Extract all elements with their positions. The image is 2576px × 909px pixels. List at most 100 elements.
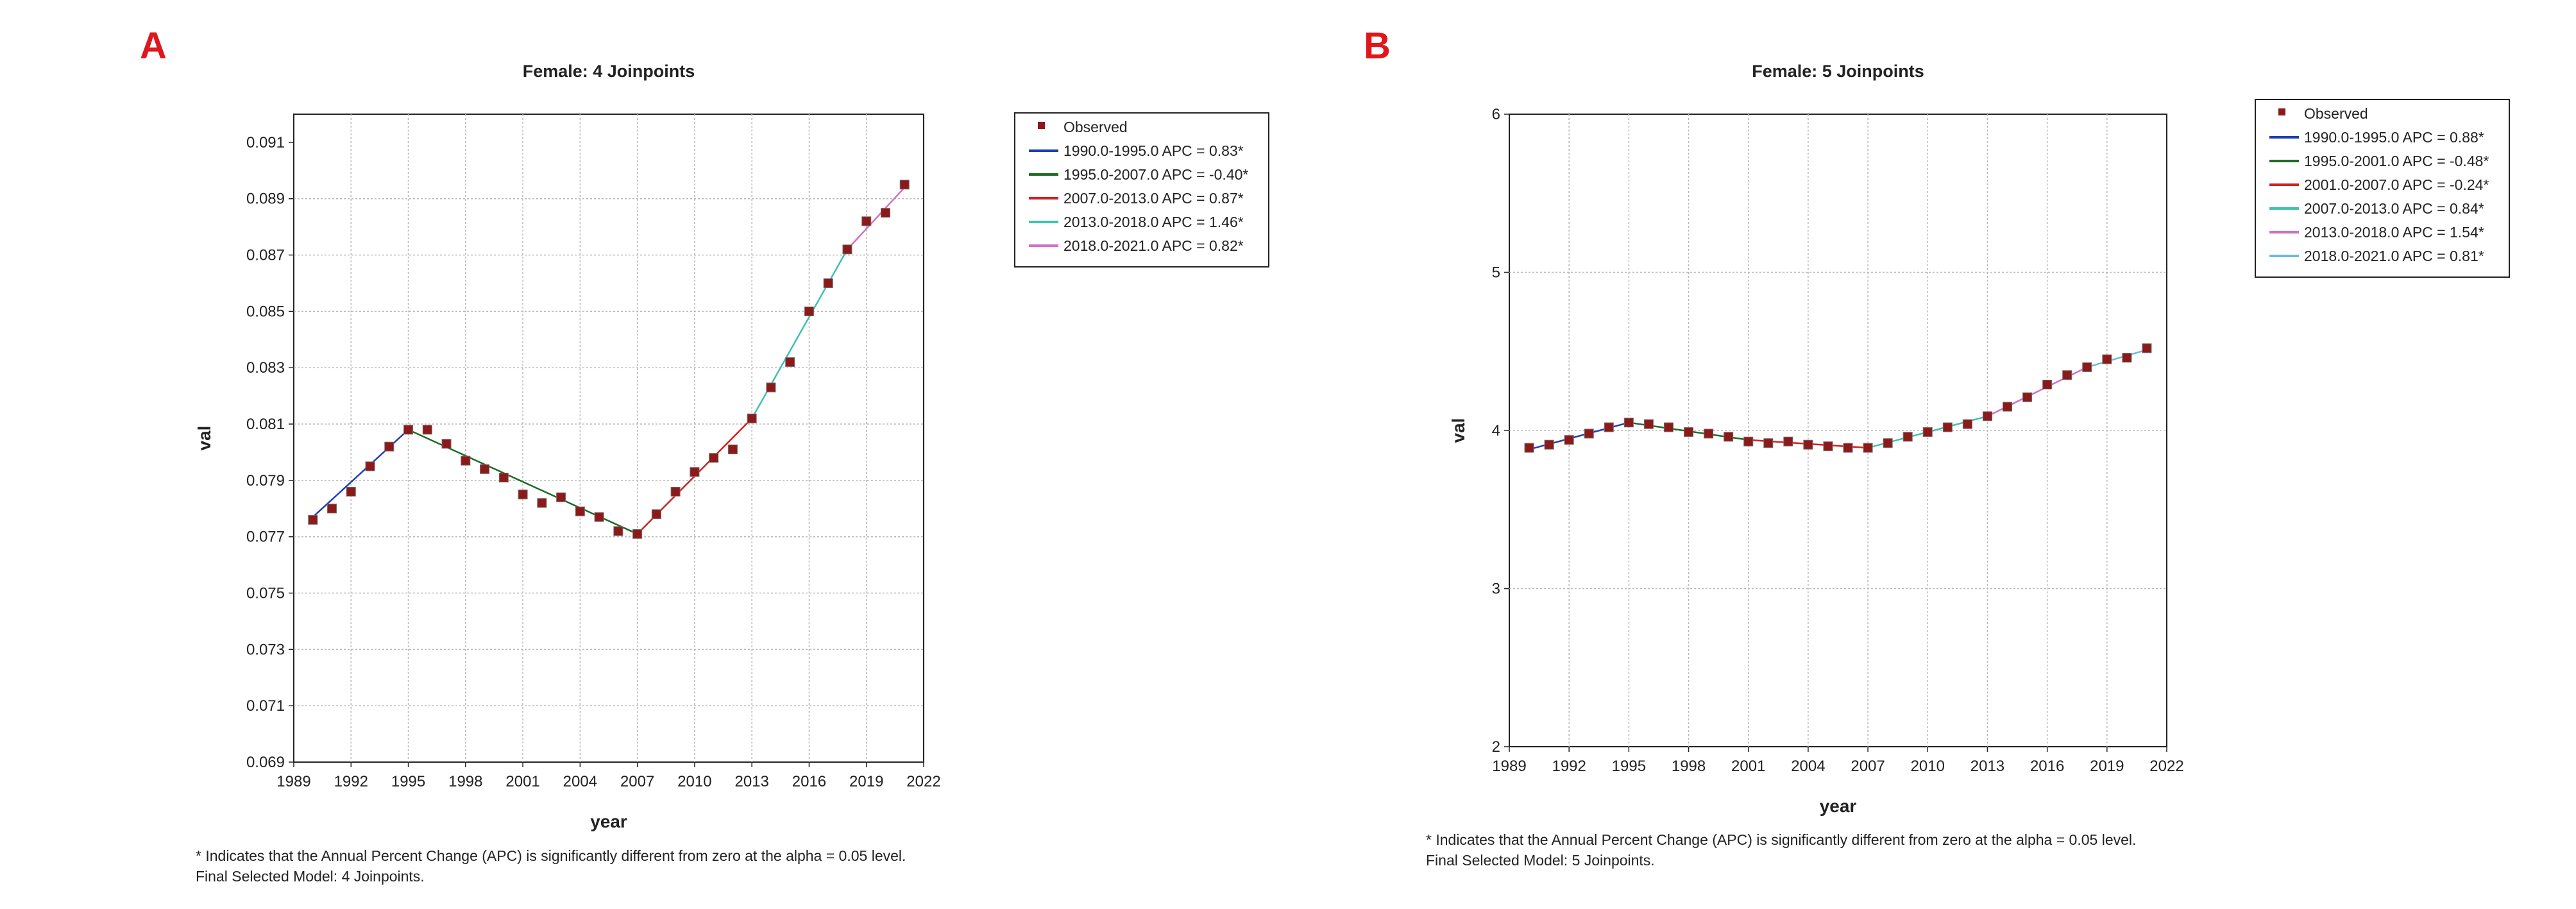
legend-observed-label: Observed	[2304, 105, 2368, 122]
x-tick-label: 2022	[906, 773, 940, 790]
observed-point	[880, 208, 890, 218]
observed-point	[2082, 362, 2092, 372]
legend-entry-label: 2013.0-2018.0 APC = 1.54*	[2304, 224, 2484, 241]
y-tick-label: 0.087	[246, 247, 285, 264]
observed-point	[1783, 436, 1793, 446]
observed-point	[1843, 443, 1853, 453]
observed-point	[384, 441, 394, 452]
y-tick-label: 0.089	[246, 191, 285, 208]
legend-entry-label: 1995.0-2007.0 APC = -0.40*	[1063, 166, 1248, 183]
footnote-significance: * Indicates that the Annual Percent Chan…	[196, 847, 906, 864]
observed-point	[1544, 439, 1554, 450]
y-tick-label: 0.073	[246, 641, 285, 658]
x-axis-label: year	[590, 811, 627, 831]
observed-point	[899, 180, 910, 190]
y-tick-label: 0.071	[246, 697, 285, 715]
fitted-segment-line	[2087, 349, 2148, 368]
observed-point	[785, 357, 795, 367]
x-tick-label: 2004	[563, 773, 597, 790]
observed-point	[727, 445, 738, 455]
observed-point	[594, 512, 604, 522]
observed-point	[1584, 429, 1594, 439]
observed-point	[2022, 392, 2033, 402]
joinpoint-chart-a: Female: 4 Joinpoints 1989 1992 1995 1998 2001…	[194, 62, 1269, 831]
y-tick-label: 0.077	[246, 529, 285, 546]
x-tick-label: 2001	[505, 773, 539, 790]
legend-entry-label: 1990.0-1995.0 APC = 0.83*	[1063, 142, 1244, 159]
observed-point	[766, 382, 776, 393]
observed-point	[346, 486, 356, 497]
legend-entry-label: 2007.0-2013.0 APC = 0.84*	[2304, 200, 2484, 217]
x-tick-label: 2007	[620, 773, 654, 790]
observed-point	[1883, 438, 1893, 448]
x-tick-label: 1995	[1612, 758, 1646, 775]
plot-area	[293, 114, 924, 763]
observed-point	[2062, 370, 2072, 380]
panel-a: A Female: 4 Joinpoints 1989 1992 1995 1998 20…	[140, 25, 1269, 885]
observed-point	[613, 526, 623, 536]
x-tick-label: 2010	[677, 773, 711, 790]
observed-point	[690, 467, 700, 477]
observed-point	[403, 425, 414, 435]
observed-point	[1803, 439, 1813, 450]
x-tick-label: 2013	[734, 773, 768, 790]
x-tick-label: 2016	[792, 773, 826, 790]
observed-point	[480, 464, 490, 474]
legend-entry-label: 2018.0-2021.0 APC = 0.82*	[1063, 237, 1244, 254]
observed-point	[498, 472, 509, 482]
x-tick-label: 2019	[849, 773, 883, 790]
x-tick-label: 1989	[276, 773, 310, 790]
observed-point	[2042, 380, 2053, 390]
y-tick-label: 0.081	[246, 416, 285, 433]
observed-point	[441, 439, 452, 449]
observed-point	[842, 244, 852, 255]
observed-point	[1942, 422, 1953, 432]
observed-point	[2003, 402, 2013, 412]
footnote-final-model: Final Selected Model: 5 Joinpoints.	[1426, 852, 1655, 869]
observed-point	[1704, 429, 1714, 439]
legend-observed-label: Observed	[1063, 119, 1128, 135]
panel-b: B Female: 5 Joinpoints 1989 1992 1995 1998 20…	[1288, 0, 2576, 909]
panel-letter: B	[1364, 25, 1391, 67]
y-axis-label: val	[194, 426, 214, 451]
fitted-segment-line	[847, 187, 906, 250]
observed-point	[1684, 427, 1694, 437]
x-tick-label: 2019	[2090, 758, 2124, 775]
legend-entry-label: 1990.0-1995.0 APC = 0.88*	[2304, 129, 2484, 146]
observed-point	[1863, 443, 1873, 453]
y-tick-label: 0.083	[246, 359, 285, 377]
x-tick-label: 2013	[1970, 758, 2004, 775]
observed-point	[1902, 432, 1913, 442]
x-tick-label: 1998	[1672, 758, 1706, 775]
observed-point	[2122, 353, 2132, 363]
observed-point	[823, 278, 833, 288]
legend-observed-marker	[1038, 122, 1045, 129]
observed-point	[670, 486, 681, 497]
joinpoint-chart-b: Female: 5 Joinpoints 1989 1992 1995 1998 2001…	[1448, 62, 2510, 816]
y-tick-label: 0.091	[246, 134, 285, 151]
observed-point	[1922, 427, 1933, 437]
observed-point	[537, 498, 547, 508]
observed-point	[308, 514, 318, 525]
observed-point	[709, 453, 719, 463]
observed-point	[575, 506, 585, 516]
observed-point	[1763, 438, 1774, 448]
x-tick-label: 1998	[448, 773, 482, 790]
legend-entry-label: 2013.0-2018.0 APC = 1.46*	[1063, 214, 1244, 230]
observed-point	[365, 461, 375, 471]
observed-point	[632, 529, 643, 539]
y-tick-label: 6	[1492, 106, 1500, 123]
x-tick-label: 2007	[1851, 758, 1885, 775]
observed-point	[651, 509, 661, 520]
observed-point	[1604, 422, 1614, 432]
y-tick-label: 5	[1492, 264, 1500, 282]
legend-entry-label: 1995.0-2001.0 APC = -0.48*	[2304, 153, 2489, 169]
observed-point	[1524, 443, 1534, 453]
panel-letter: A	[140, 25, 167, 67]
x-tick-label: 1992	[334, 773, 368, 790]
observed-point	[861, 216, 872, 226]
observed-point	[804, 306, 814, 316]
observed-point	[518, 489, 528, 500]
observed-point	[327, 504, 337, 514]
footnote-significance: * Indicates that the Annual Percent Chan…	[1426, 831, 2137, 848]
